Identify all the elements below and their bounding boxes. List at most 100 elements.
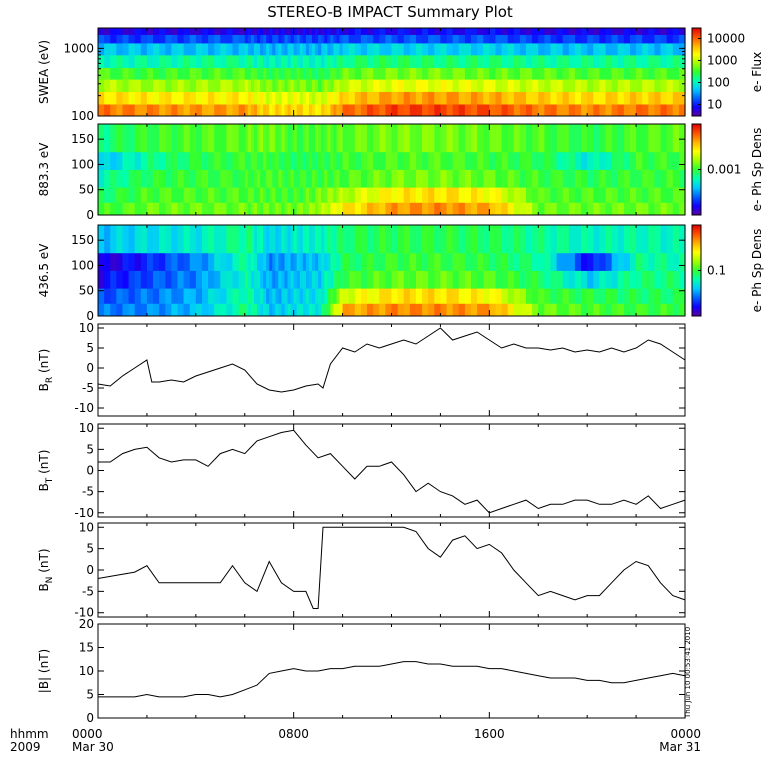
spectrogram-cell [519, 28, 527, 35]
spectrogram-cell [415, 252, 423, 271]
spectrogram-cell [593, 91, 600, 105]
spectrogram-cell [260, 202, 264, 216]
spectrogram-cell [605, 187, 613, 203]
spectrogram-cell [428, 28, 435, 35]
spectrogram-cell [678, 67, 686, 80]
spectrogram-cell [495, 34, 503, 44]
spectrogram-cell [336, 225, 341, 254]
spectrogram-cell [581, 54, 588, 68]
spectrogram-cell [290, 288, 295, 304]
spectrogram-cell [611, 169, 619, 188]
y-label-main: |B| [37, 677, 51, 693]
spectrogram-cell [266, 288, 270, 304]
spectrogram-cell [260, 54, 264, 68]
spectrogram-cell [159, 303, 166, 317]
spectrogram-cell [256, 124, 261, 153]
spectrogram-cell [244, 303, 249, 317]
spectrogram-cell [339, 54, 344, 68]
spectrogram-cell [440, 67, 448, 80]
spectrogram-cell [562, 34, 570, 44]
spectrogram-cell [140, 202, 148, 216]
spectrogram-cell [409, 151, 417, 170]
spectrogram-cell [489, 303, 497, 317]
spectrogram-cell [629, 54, 637, 68]
spectrogram-cell [165, 54, 172, 68]
spectrogram-cell [593, 252, 600, 271]
spectrogram-cell [116, 104, 124, 117]
spectrogram-cell [360, 67, 368, 80]
spectrogram-cell [623, 104, 631, 117]
spectrogram-cell [275, 225, 279, 254]
spectrogram-cell [367, 225, 374, 254]
spectrogram-cell [238, 28, 246, 35]
spectrogram-cell [452, 303, 460, 317]
spectrogram-cell [654, 303, 662, 317]
spectrogram-cell [678, 28, 686, 35]
spectrogram-cell [654, 252, 662, 271]
spectrogram-cell [409, 169, 417, 188]
spectrogram-cell [360, 54, 368, 68]
panel-frame [97, 522, 686, 618]
spectrogram-cell [177, 91, 185, 105]
spectrogram-cell [422, 151, 429, 170]
spectrogram-cell [226, 104, 234, 117]
spectrogram-cell [605, 151, 613, 170]
spectrogram-cell [293, 270, 298, 289]
spectrogram-cell [189, 43, 197, 56]
spectrogram-cell [104, 43, 111, 56]
spectrogram-cell [336, 288, 341, 304]
spectrogram-cell [464, 202, 472, 216]
spectrogram-cell [272, 151, 276, 170]
spectrogram-cell [214, 288, 221, 304]
spectrogram-cell [195, 270, 203, 289]
spectrogram-cell [321, 79, 325, 92]
spectrogram-cell [587, 288, 594, 304]
spectrogram-cell [98, 79, 105, 92]
spectrogram-cell [568, 54, 576, 68]
spectrogram-cell [226, 124, 234, 153]
spectrogram-cell [302, 79, 307, 92]
spectrogram-cell [278, 91, 283, 105]
spectrogram-cell [422, 187, 429, 203]
spectrogram-cell [272, 54, 276, 68]
spectrogram-cell [526, 252, 533, 271]
spectrogram-cell [296, 34, 301, 44]
spectrogram-cell [146, 252, 154, 271]
spectrogram-cell [165, 270, 172, 289]
spectrogram-cell [189, 67, 197, 80]
spectrogram-cell [391, 104, 399, 117]
spectrogram-cell [574, 288, 582, 304]
spectrogram-cell [321, 124, 325, 153]
spectrogram-cell [140, 34, 148, 44]
spectrogram-cell [201, 270, 209, 289]
spectrogram-cell [214, 43, 221, 56]
spectrogram-cell [226, 67, 234, 80]
spectrogram-cell [287, 28, 292, 35]
spectrogram-cell [263, 225, 267, 254]
spectrogram-cell [281, 303, 286, 317]
spectrogram-cell [495, 28, 503, 35]
spectrogram-cell [446, 28, 454, 35]
spectrogram-cell [428, 303, 435, 317]
spectrogram-cell [263, 252, 267, 271]
spectrogram-cell [177, 34, 185, 44]
spectrogram-cell [318, 303, 322, 317]
spectrogram-cell [183, 67, 191, 80]
spectrogram-cell [195, 67, 203, 80]
spectrogram-cell [672, 124, 680, 153]
spectrogram-cell [385, 34, 393, 44]
spectrogram-cell [678, 43, 686, 56]
spectrogram-cell [422, 43, 429, 56]
spectrogram-cell [312, 288, 316, 304]
spectrogram-cell [256, 28, 261, 35]
spectrogram-cell [678, 288, 686, 304]
spectrogram-cell [305, 43, 310, 56]
spectrogram-cell [266, 91, 270, 105]
spectrogram-cell [250, 28, 255, 35]
spectrogram-cell [574, 54, 582, 68]
spectrogram-cell [315, 303, 319, 317]
spectrogram-cell [629, 79, 637, 92]
spectrogram-cell [654, 79, 662, 92]
spectrogram-cell [599, 67, 607, 80]
